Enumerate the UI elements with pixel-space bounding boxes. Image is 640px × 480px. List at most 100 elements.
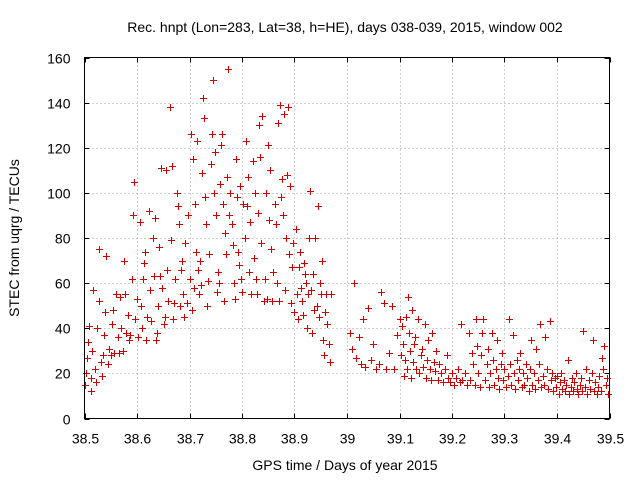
- data-point: [573, 370, 580, 377]
- data-point: [204, 303, 211, 310]
- data-point: [305, 291, 312, 298]
- data-point: [557, 379, 564, 386]
- data-point: [299, 298, 306, 305]
- data-point: [411, 341, 418, 348]
- data-point: [321, 352, 328, 359]
- data-point: [129, 276, 136, 283]
- data-point: [304, 325, 311, 332]
- data-point: [277, 102, 284, 109]
- data-point: [141, 260, 148, 267]
- data-point: [324, 321, 331, 328]
- data-point: [300, 312, 307, 319]
- data-point: [147, 287, 154, 294]
- data-point: [168, 237, 175, 244]
- data-point: [245, 174, 252, 181]
- data-point: [200, 95, 207, 102]
- data-point: [296, 264, 303, 271]
- data-point: [192, 201, 199, 208]
- data-point: [548, 377, 555, 384]
- data-point: [577, 382, 584, 389]
- data-point: [485, 346, 492, 353]
- y-tick-labels: 0 20 40 60 80 100 120 140 160: [47, 51, 71, 428]
- data-point: [491, 382, 498, 389]
- data-point: [595, 384, 602, 391]
- y-tick-label: 120: [47, 141, 71, 157]
- data-point: [315, 203, 322, 210]
- data-point: [391, 366, 398, 373]
- data-point: [177, 303, 184, 310]
- data-point: [234, 194, 241, 201]
- data-point: [467, 377, 474, 384]
- data-point: [284, 172, 291, 179]
- data-point: [405, 294, 412, 301]
- data-point: [515, 377, 522, 384]
- data-point: [583, 366, 590, 373]
- data-point: [507, 361, 514, 368]
- data-point: [294, 291, 301, 298]
- data-point: [203, 221, 210, 228]
- data-point: [223, 251, 230, 258]
- axis-ticks: [84, 57, 611, 420]
- data-point: [309, 330, 316, 337]
- data-point: [575, 391, 582, 398]
- data-point: [297, 249, 304, 256]
- data-point: [563, 382, 570, 389]
- x-tick-label: 39.1: [387, 431, 414, 447]
- data-point: [266, 217, 273, 224]
- data-point: [494, 337, 501, 344]
- data-point: [431, 359, 438, 366]
- data-point: [562, 388, 569, 395]
- data-point: [144, 314, 151, 321]
- data-point: [489, 330, 496, 337]
- data-point: [553, 384, 560, 391]
- y-tick-label: 20: [55, 366, 71, 382]
- data-point: [458, 321, 465, 328]
- data-point: [237, 183, 244, 190]
- data-point: [383, 366, 390, 373]
- data-point: [221, 298, 228, 305]
- data-point: [568, 384, 575, 391]
- data-point: [540, 373, 547, 380]
- data-point: [115, 334, 122, 341]
- data-point: [236, 262, 243, 269]
- data-point: [549, 370, 556, 377]
- data-point: [184, 300, 191, 307]
- data-point: [291, 309, 298, 316]
- data-point: [578, 375, 585, 382]
- data-point: [514, 357, 521, 364]
- data-point: [370, 341, 377, 348]
- data-point: [254, 291, 261, 298]
- data-point: [113, 291, 120, 298]
- data-point: [92, 366, 99, 373]
- y-axis-label: STEC from uqrg / TECUs: [6, 159, 22, 317]
- data-point: [477, 384, 484, 391]
- data-point: [187, 276, 194, 283]
- data-point: [495, 375, 502, 382]
- data-point: [280, 212, 287, 219]
- x-tick-label: 39.2: [439, 431, 466, 447]
- data-point: [288, 300, 295, 307]
- data-point: [319, 258, 326, 265]
- data-point: [272, 201, 279, 208]
- x-tick-label: 38.9: [281, 431, 308, 447]
- x-tick-label: 38.5: [72, 431, 99, 447]
- data-point: [499, 350, 506, 357]
- data-point: [102, 309, 109, 316]
- data-point: [278, 194, 285, 201]
- data-point: [287, 183, 294, 190]
- data-point: [373, 366, 380, 373]
- data-point: [605, 391, 612, 398]
- data-point: [438, 370, 445, 377]
- data-point: [475, 370, 482, 377]
- data-point: [275, 120, 282, 127]
- data-point: [582, 384, 589, 391]
- data-point: [125, 312, 132, 319]
- data-point: [311, 307, 318, 314]
- data-point: [464, 382, 471, 389]
- data-point: [130, 212, 137, 219]
- data-point: [527, 366, 534, 373]
- data-point: [410, 359, 417, 366]
- data-point: [554, 373, 561, 380]
- data-point: [293, 226, 300, 233]
